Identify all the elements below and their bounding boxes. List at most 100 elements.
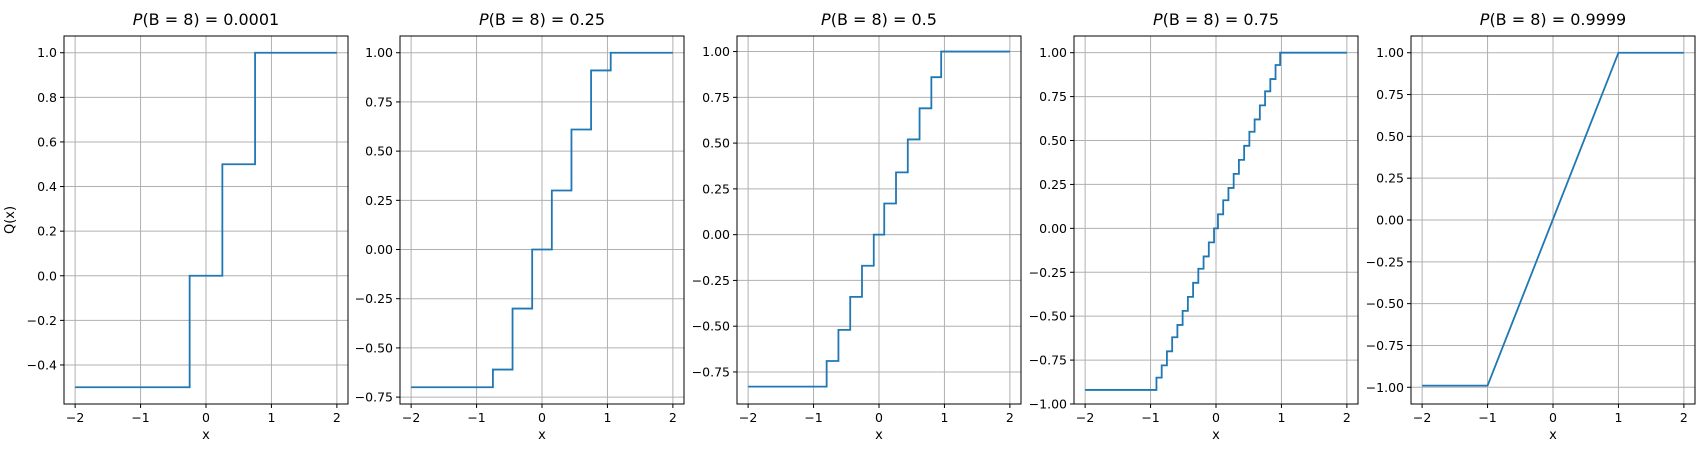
x-tick-label: 2 [1680,410,1688,425]
y-tick-label: −0.4 [27,357,57,372]
title-value: 0.75 [1243,10,1279,29]
x-tick-label: −1 [467,410,485,425]
x-tick-label: −1 [1478,410,1496,425]
chart-panel-4: −2 −1 0 1 2 −1.00 −0.75 −0.50 −0.25 0.00 0.25 0.50 0… [1029,10,1359,443]
y-tick-label: −0.50 [692,319,730,334]
y-tick-label: 0.6 [37,134,57,149]
title-argument: (B = 8) = [489,10,570,29]
series-line [748,50,1010,388]
x-tick-label: −2 [1076,410,1094,425]
title-value: 0.25 [569,10,605,29]
y-tick-label: 0.50 [1376,129,1404,144]
x-tick-label: 2 [669,410,677,425]
title-prob-symbol: P [133,10,143,29]
x-tick-label: 1 [267,410,275,425]
title-prob-symbol: P [479,10,489,29]
chart-title: P(B = 8) = 0.75 [1153,10,1279,29]
title-argument: (B = 8) = [142,10,223,29]
x-tick-label: −1 [804,410,822,425]
x-axis-label: x [1549,428,1557,443]
y-tick-label: 1.00 [1039,45,1067,60]
y-tick-label: 0.00 [702,227,730,242]
y-tick-label: −0.75 [1366,338,1404,353]
chart-panel-1: −2 −1 0 1 2 −0.4 −0.2 0.0 0.2 0.4 0.6 0.8 1.0 x P(B = … [27,10,349,443]
series-line [1085,51,1347,391]
chart-title: P(B = 8) = 0.9999 [1480,10,1626,29]
y-tick-label: −0.75 [1029,353,1067,368]
x-axis-label: x [875,428,883,443]
y-tick-label: 1.00 [1376,45,1404,60]
y-tick-label: 0.25 [1039,177,1067,192]
y-tick-label: 1.0 [37,45,57,60]
y-tick-label: −0.50 [1029,309,1067,324]
y-tick-label: 1.00 [365,45,393,60]
y-tick-label: −0.25 [1366,254,1404,269]
y-tick-label: 0.75 [365,94,393,109]
series-line [1422,51,1684,387]
y-tick-label: −0.50 [355,340,393,355]
y-tick-label: 0.0 [37,268,57,283]
title-argument: (B = 8) = [1163,10,1244,29]
x-tick-label: 1 [1277,410,1285,425]
y-tick-label: −0.75 [355,390,393,405]
y-tick-label: −0.25 [692,273,730,288]
y-tick-label: 0.25 [702,181,730,196]
y-tick-label: 0.25 [1376,171,1404,186]
title-value: 0.5 [912,10,937,29]
x-tick-label: 2 [333,410,341,425]
title-argument: (B = 8) = [1489,10,1570,29]
y-tick-label: −0.2 [27,313,57,328]
title-prob-symbol: P [821,10,831,29]
x-tick-label: 0 [202,410,210,425]
x-tick-label: 0 [1212,410,1220,425]
y-tick-label: 1.00 [702,44,730,59]
y-tick-label: 0.50 [702,136,730,151]
y-tick-label: 0.00 [1039,221,1067,236]
chart-panel-2: −2 −1 0 1 2 −0.75 −0.50 −0.25 0.00 0.25 0.50 0.75 1.… [355,10,685,443]
chart-title: P(B = 8) = 0.5 [821,10,937,29]
y-tick-label: −1.00 [1029,397,1067,412]
x-tick-label: 1 [603,410,611,425]
x-tick-label: −2 [402,410,420,425]
title-value: 0.9999 [1570,10,1626,29]
x-axis-label: x [202,428,210,443]
chart-title: P(B = 8) = 0.0001 [133,10,279,29]
y-tick-label: 0.50 [1039,133,1067,148]
y-tick-label: 0.25 [365,193,393,208]
title-argument: (B = 8) = [831,10,912,29]
y-tick-label: 0.75 [1376,87,1404,102]
y-tick-label: 0.00 [1376,213,1404,228]
y-tick-label: 0.8 [37,90,57,105]
x-tick-label: 1 [1614,410,1622,425]
y-tick-label: −0.25 [355,291,393,306]
chart-title: P(B = 8) = 0.25 [479,10,605,29]
x-tick-label: −2 [1413,410,1431,425]
y-tick-label: 0.00 [365,242,393,257]
series-line [411,51,673,389]
chart-panel-3: −2 −1 0 1 2 −0.75 −0.50 −0.25 0.00 0.25 0.50 0.75 1.… [692,10,1022,443]
x-tick-label: 2 [1343,410,1351,425]
y-tick-label: 0.75 [1039,89,1067,104]
x-tick-label: 1 [940,410,948,425]
x-axis-label: x [1212,428,1220,443]
title-prob-symbol: P [1153,10,1163,29]
y-tick-label: 0.75 [702,90,730,105]
x-tick-label: 0 [1549,410,1557,425]
y-tick-label: 0.50 [365,144,393,159]
x-tick-label: 0 [538,410,546,425]
series-line [75,51,337,389]
title-prob-symbol: P [1480,10,1490,29]
x-tick-label: −2 [66,410,84,425]
y-tick-label: −1.00 [1366,380,1404,395]
x-tick-label: 2 [1006,410,1014,425]
y-tick-label: −0.50 [1366,296,1404,311]
y-axis-label: Q(x) [3,206,18,234]
x-tick-label: −2 [739,410,757,425]
chart-panel-5: −2 −1 0 1 2 −1.00 −0.75 −0.50 −0.25 0.00 0.25 0.50 0… [1366,10,1696,443]
y-tick-label: −0.75 [692,364,730,379]
y-tick-label: −0.25 [1029,265,1067,280]
y-tick-label: 0.2 [37,224,57,239]
y-tick-label: 0.4 [37,179,57,194]
x-tick-label: −1 [131,410,149,425]
